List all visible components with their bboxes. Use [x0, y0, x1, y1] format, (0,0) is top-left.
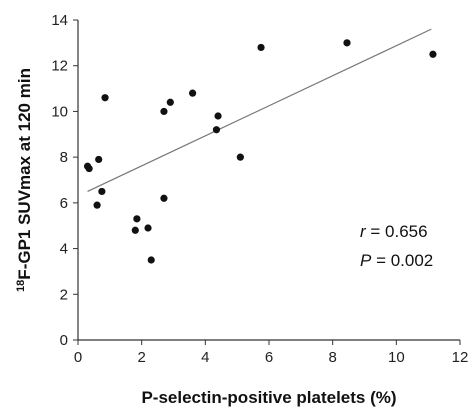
data-point — [95, 155, 103, 164]
r-value: = 0.656 — [366, 222, 428, 241]
x-tick-label: 8 — [328, 349, 336, 366]
data-point — [343, 39, 351, 47]
x-tick-label: 2 — [137, 349, 145, 366]
y-tick-label: 8 — [60, 149, 68, 166]
data-point — [133, 215, 141, 223]
p-annotation: P = 0.002 — [360, 251, 433, 270]
y-tick-label: 10 — [51, 103, 68, 120]
data-point — [85, 164, 93, 173]
x-tick-label: 6 — [265, 349, 273, 366]
data-point — [160, 194, 168, 202]
data-point — [189, 89, 197, 97]
data-point — [144, 224, 152, 232]
data-point — [160, 107, 168, 116]
data-point — [147, 256, 155, 264]
y-tick-label: 6 — [60, 195, 68, 212]
y-axis-title-superscript: 18 — [15, 280, 27, 292]
y-tick-label: 4 — [60, 241, 68, 258]
data-point — [212, 126, 221, 134]
data-point — [101, 94, 109, 102]
data-point — [214, 112, 222, 120]
y-tick-label: 2 — [60, 286, 68, 303]
data-point — [257, 43, 265, 52]
data-point — [429, 50, 437, 58]
x-tick-label: 12 — [452, 349, 469, 366]
x-tick-label: 10 — [388, 349, 405, 366]
r-annotation: r = 0.656 — [360, 222, 428, 241]
data-point — [166, 98, 174, 106]
x-tick-label: 4 — [201, 349, 209, 366]
x-axis-title: P-selectin-positive platelets (%) — [141, 388, 396, 407]
y-axis-title: 18F-GP1 SUVmax at 120 min — [15, 68, 34, 292]
data-point — [98, 187, 106, 196]
p-symbol: P — [360, 251, 372, 270]
axes — [73, 19, 461, 345]
y-axis-title-main: F-GP1 SUVmax at 120 min — [15, 68, 34, 280]
data-point — [236, 153, 244, 161]
trend-line — [87, 28, 432, 192]
r-symbol: r — [360, 222, 367, 241]
data-point — [131, 226, 139, 234]
y-tick-label: 0 — [60, 332, 68, 349]
p-value: = 0.002 — [371, 251, 433, 270]
data-point — [93, 201, 101, 209]
y-tick-label: 12 — [51, 58, 68, 75]
data-points — [83, 39, 437, 264]
tick-labels: 0 2 4 6 8 10 12 0 2 4 6 8 10 12 14 — [51, 12, 468, 366]
y-tick-label: 14 — [51, 12, 68, 29]
x-tick-label: 0 — [74, 349, 82, 366]
